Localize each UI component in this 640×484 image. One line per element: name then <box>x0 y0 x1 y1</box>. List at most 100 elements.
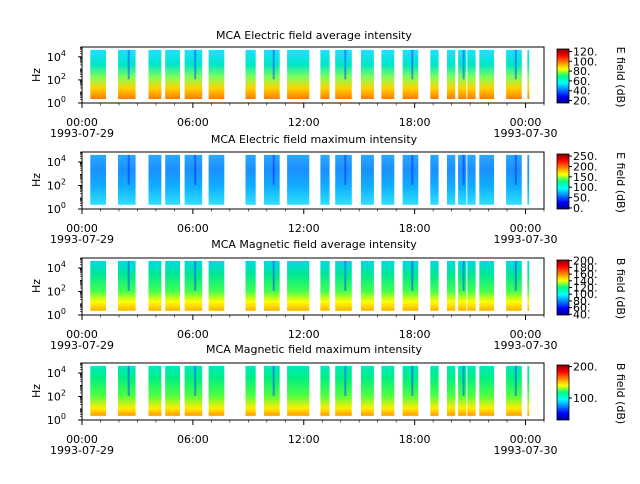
spectrogram-segment <box>245 154 256 205</box>
panel-2: MCA Electric field maximum intensity Hz … <box>30 133 627 246</box>
x-tick-label: 00:00 <box>66 222 98 235</box>
y-tick-label: 104 <box>47 49 66 64</box>
x-tick-label: 12:00 <box>288 222 320 235</box>
colorbar <box>556 364 570 421</box>
y-tick-label: 104 <box>47 154 66 169</box>
spectrogram-streak <box>194 260 197 291</box>
x-date-label: 1993-07-29 <box>50 444 114 457</box>
panel-1-segments <box>90 49 530 99</box>
spectrogram-segment <box>335 365 352 416</box>
spectrogram-segment <box>264 49 280 99</box>
spectrogram-segment <box>148 260 162 311</box>
panel-4-frame <box>81 362 545 421</box>
x-tick-label: 00:00 <box>510 328 542 341</box>
spectrogram-segment <box>165 260 180 311</box>
panel-1-title: MCA Electric field average intensity <box>216 29 412 42</box>
panel-1-ylabel: Hz <box>30 68 43 82</box>
spectrogram-segment <box>264 260 280 311</box>
y-tick-label: 100 <box>47 201 66 216</box>
x-date-label: 1993-07-30 <box>494 127 558 140</box>
spectrogram-streak <box>411 260 414 291</box>
spectrogram-segment <box>381 365 395 416</box>
spectrogram-streak <box>127 260 130 291</box>
spectrogram-streak <box>344 365 347 396</box>
spectrogram-segment <box>118 49 136 99</box>
spectrogram-segment <box>335 260 352 311</box>
spectrogram-streak <box>514 49 517 80</box>
spectrogram-segment <box>467 260 476 311</box>
spectrogram-segment <box>90 365 106 416</box>
spectrogram-segment <box>458 365 467 416</box>
panel-2-yticks: 100 102 104 <box>47 151 82 216</box>
colorbar-tick-label: 250. <box>573 150 598 163</box>
spectrogram-segment <box>320 260 330 311</box>
spectrogram-segment <box>430 260 439 311</box>
panel-4-title: MCA Magnetic field maximum intensity <box>206 343 422 356</box>
panel-1-yticks: 100 102 104 <box>47 46 82 110</box>
panel-2-title: MCA Electric field maximum intensity <box>211 133 418 146</box>
colorbar-tick-label: 60. <box>573 302 591 315</box>
spectrogram-segment <box>467 49 476 99</box>
spectrogram-segment <box>527 49 530 99</box>
spectrogram-segment <box>118 365 136 416</box>
spectrogram-segment <box>361 260 374 311</box>
spectrogram-segment <box>208 154 225 205</box>
spectrogram-segment <box>208 260 225 311</box>
x-tick-label: 06:00 <box>177 116 209 129</box>
spectrogram-segment <box>245 49 256 99</box>
panel-4-ylabel: Hz <box>30 384 43 398</box>
y-tick-label: 100 <box>47 95 66 110</box>
spectrogram-segment <box>479 154 495 205</box>
spectrogram-streak <box>462 49 465 80</box>
y-tick-label: 104 <box>47 260 66 275</box>
panel-2-segments <box>90 154 530 205</box>
colorbar-tick-label: 180. <box>573 261 598 274</box>
x-tick-label: 06:00 <box>177 222 209 235</box>
colorbar-label: B field (dB) <box>614 363 627 424</box>
spectrogram-segment <box>467 154 476 205</box>
spectrogram-segment <box>287 49 310 99</box>
spectrogram-segment <box>527 365 530 416</box>
panel-4: MCA Magnetic field maximum intensity Hz … <box>30 343 627 457</box>
x-tick-label: 00:00 <box>510 116 542 129</box>
x-date-label: 1993-07-30 <box>494 233 558 246</box>
spectrogram-segment <box>447 49 456 99</box>
colorbar-tick-label: 100. <box>573 181 598 194</box>
colorbar-tick-label: 200. <box>573 361 598 374</box>
spectrogram-segment <box>245 260 256 311</box>
colorbar-label: B field (dB) <box>614 258 627 319</box>
spectrogram-segment <box>165 154 180 205</box>
spectrogram-segment <box>381 49 395 99</box>
y-tick-label: 102 <box>47 72 66 87</box>
spectrogram-segment <box>335 49 352 99</box>
x-tick-label: 06:00 <box>177 328 209 341</box>
colorbar-tick-label: 60. <box>573 75 591 88</box>
spectrogram-segment <box>148 154 162 205</box>
spectrogram-streak <box>194 365 197 396</box>
spectrogram-segment <box>118 154 136 205</box>
x-date-label: 1993-07-29 <box>50 127 114 140</box>
spectrogram-segment <box>245 365 256 416</box>
x-tick-label: 00:00 <box>66 433 98 446</box>
panel-2-colorbar: 0.50.100.150.200.250. E field (dB) <box>556 150 627 215</box>
spectrogram-segment <box>165 365 180 416</box>
spectrogram-segment <box>320 154 330 205</box>
spectrogram-segment <box>527 260 530 311</box>
colorbar-label: E field (dB) <box>614 47 627 108</box>
spectrogram-streak <box>272 154 275 185</box>
spectrogram-streak <box>344 154 347 185</box>
spectrogram-streak <box>462 260 465 291</box>
panel-2-ylabel: Hz <box>30 173 43 187</box>
spectrogram-streak <box>462 154 465 185</box>
y-tick-label: 102 <box>47 388 66 403</box>
spectrogram-segment <box>90 49 106 99</box>
spectrogram-segment <box>430 365 439 416</box>
colorbar-tick-label: 200. <box>573 255 598 268</box>
colorbar-tick-label: 80. <box>573 65 591 78</box>
spectrogram-segment <box>458 154 467 205</box>
colorbar-tick-label: 160. <box>573 268 598 281</box>
colorbar-tick-label: 120. <box>573 282 598 295</box>
panel-3-title: MCA Magnetic field average intensity <box>211 238 417 251</box>
x-date-label: 1993-07-30 <box>494 339 558 352</box>
